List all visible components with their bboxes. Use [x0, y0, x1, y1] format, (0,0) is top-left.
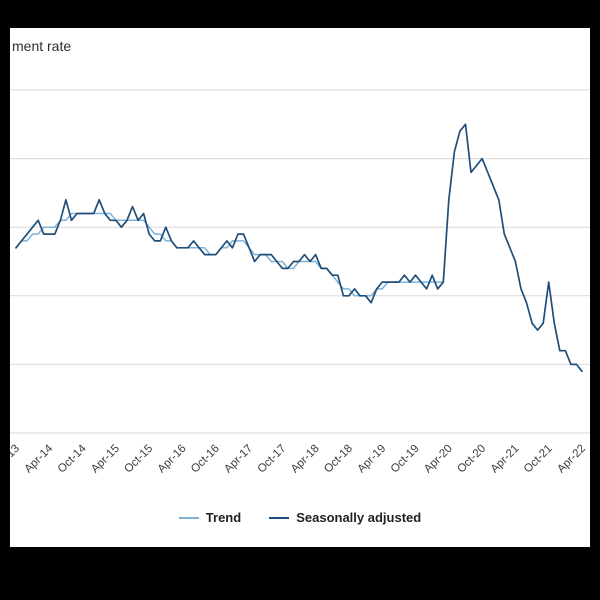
x-tick-label: Oct-17 [256, 443, 289, 476]
x-tick-label: Oct-20 [455, 443, 488, 476]
x-tick-label: Apr-20 [422, 443, 455, 476]
x-tick-label: Oct-14 [56, 442, 89, 475]
x-tick-label: Oct-19 [389, 443, 422, 476]
x-tick-label: Oct-16 [189, 443, 222, 476]
trend-line-swatch [178, 516, 199, 519]
x-tick-label: Apr-16 [156, 443, 189, 476]
trend-line [15, 212, 445, 297]
chart-panel: ment rate Oct-13 Apr-14 Oct-14 Apr-15 Oct-15… [10, 28, 590, 547]
chart-legend: Trend Seasonally adjusted [10, 510, 590, 525]
x-tick-label: Oct-18 [322, 443, 355, 476]
x-tick-label: Oct-21 [522, 443, 555, 476]
unemployment-rate-chart: Oct-13 Apr-14 Oct-14 Apr-15 Oct-15 Apr-16 Oct-… [10, 89, 590, 476]
x-tick-label: Apr-19 [355, 443, 388, 476]
legend-label-seasonally-adjusted: Seasonally adjusted [296, 510, 422, 525]
x-tick-label: Apr-21 [489, 443, 522, 476]
x-tick-label: Apr-22 [555, 443, 588, 476]
x-tick-label: Oct-15 [122, 443, 155, 476]
legend-item-trend[interactable]: Trend [178, 510, 242, 525]
x-tick-label: Apr-17 [222, 443, 255, 476]
seasonally-adjusted-line [15, 123, 583, 373]
x-tick-label: Apr-15 [89, 443, 122, 476]
seasonally-adjusted-line-swatch [269, 516, 290, 519]
chart-title: ment rate [12, 38, 72, 54]
legend-item-seasonally-adjusted[interactable]: Seasonally adjusted [269, 510, 421, 525]
x-tick-label: Apr-18 [289, 443, 322, 476]
x-tick-label: Oct-13 [10, 443, 22, 476]
x-tick-label: Apr-14 [23, 442, 56, 475]
legend-label-trend: Trend [205, 510, 242, 525]
